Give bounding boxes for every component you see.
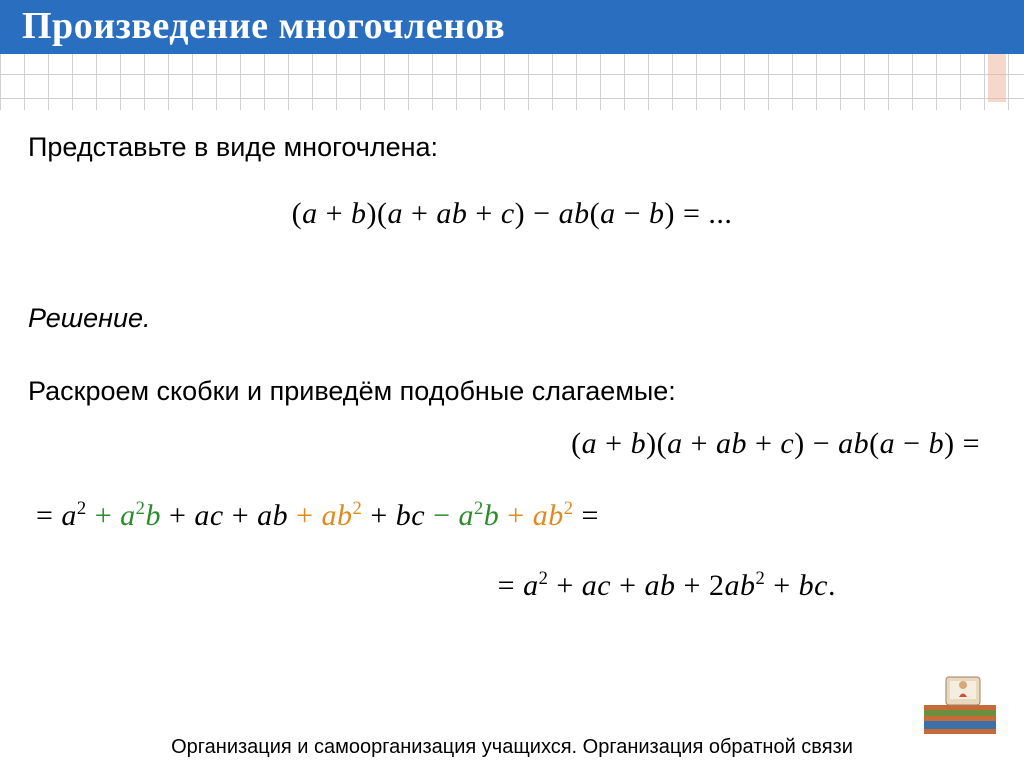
books-illustration <box>916 671 1006 739</box>
slide-title: Произведение многочленов <box>0 0 1024 54</box>
grid-paper-bg <box>0 50 1024 110</box>
problem-expression: (a + b)(a + ab + c) − ab(a − b) = ... <box>28 197 996 231</box>
equation-line-1: (a + b)(a + ab + c) − ab(a − b) = <box>28 427 996 461</box>
problem-prompt: Представьте в виде многочлена: <box>28 132 996 163</box>
slide-content: Представьте в виде многочлена: (a + b)(a… <box>0 110 1024 603</box>
slide-footer: Организация и самоорганизация учащихся. … <box>0 736 1024 759</box>
solution-explain: Раскроем скобки и приведём подобные слаг… <box>28 376 996 407</box>
solution-heading: Решение. <box>28 303 996 334</box>
equation-line-2: = a2 + a2b + ac + ab + ab2 + bc − a2b + … <box>28 499 996 533</box>
grid-margin-stripe <box>988 50 1006 102</box>
equation-line-3: = a2 + ac + ab + 2ab2 + bc. <box>28 569 996 603</box>
